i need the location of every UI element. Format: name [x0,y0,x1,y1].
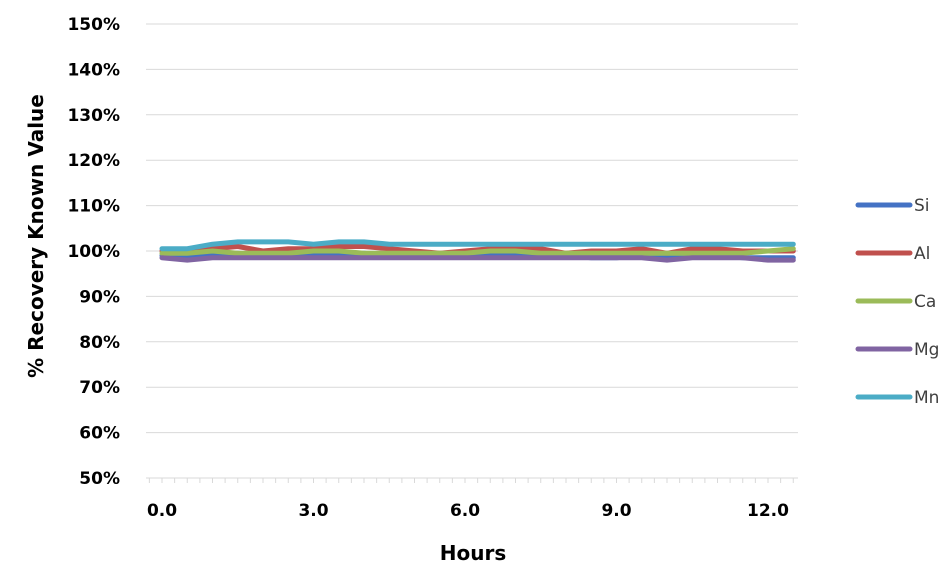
series-line-ca [159,246,796,256]
series-line-mn [159,239,796,252]
y-tick-label: 150% [67,15,120,35]
x-axis [146,477,798,483]
legend-item-ca: Ca [855,292,936,312]
y-tick-label: 80% [79,333,120,353]
y-tick-label: 110% [67,197,120,217]
x-tick-label: 9.0 [601,501,631,521]
y-axis-title: % Recovery Known Value [24,94,48,378]
y-tick-label: 60% [79,424,120,444]
y-tick-label: 130% [67,106,120,126]
x-axis-title: Hours [440,541,506,565]
x-tick-label: 12.0 [747,501,789,521]
legend-item-mn: Mn [855,388,939,408]
y-tick-label: 140% [67,60,120,80]
gridlines [146,23,798,434]
y-tick-label: 120% [67,151,120,171]
x-tick-label: 3.0 [298,501,328,521]
legend-label: Si [914,196,930,216]
legend: Si Al Ca Mg Mn [855,196,939,408]
legend-item-al: Al [855,244,930,264]
x-tick-label: 0.0 [147,501,177,521]
y-tick-label: 90% [79,287,120,307]
legend-item-mg: Mg [855,340,939,360]
series-lines [159,239,796,263]
legend-label: Al [914,244,930,264]
legend-item-si: Si [855,196,930,216]
y-tick-labels: 50% 60% 70% 80% 90% 100% 110% 120% 130% 140% 150% [67,15,120,489]
legend-label: Ca [914,292,936,312]
legend-label: Mg [914,340,939,360]
x-tick-label: 6.0 [450,501,480,521]
series-line-mg [159,255,796,263]
legend-label: Mn [914,388,939,408]
y-tick-label: 70% [79,378,120,398]
y-tick-label: 50% [79,469,120,489]
y-tick-label: 100% [67,242,120,262]
x-tick-labels: 0.0 3.0 6.0 9.0 12.0 [147,501,789,521]
